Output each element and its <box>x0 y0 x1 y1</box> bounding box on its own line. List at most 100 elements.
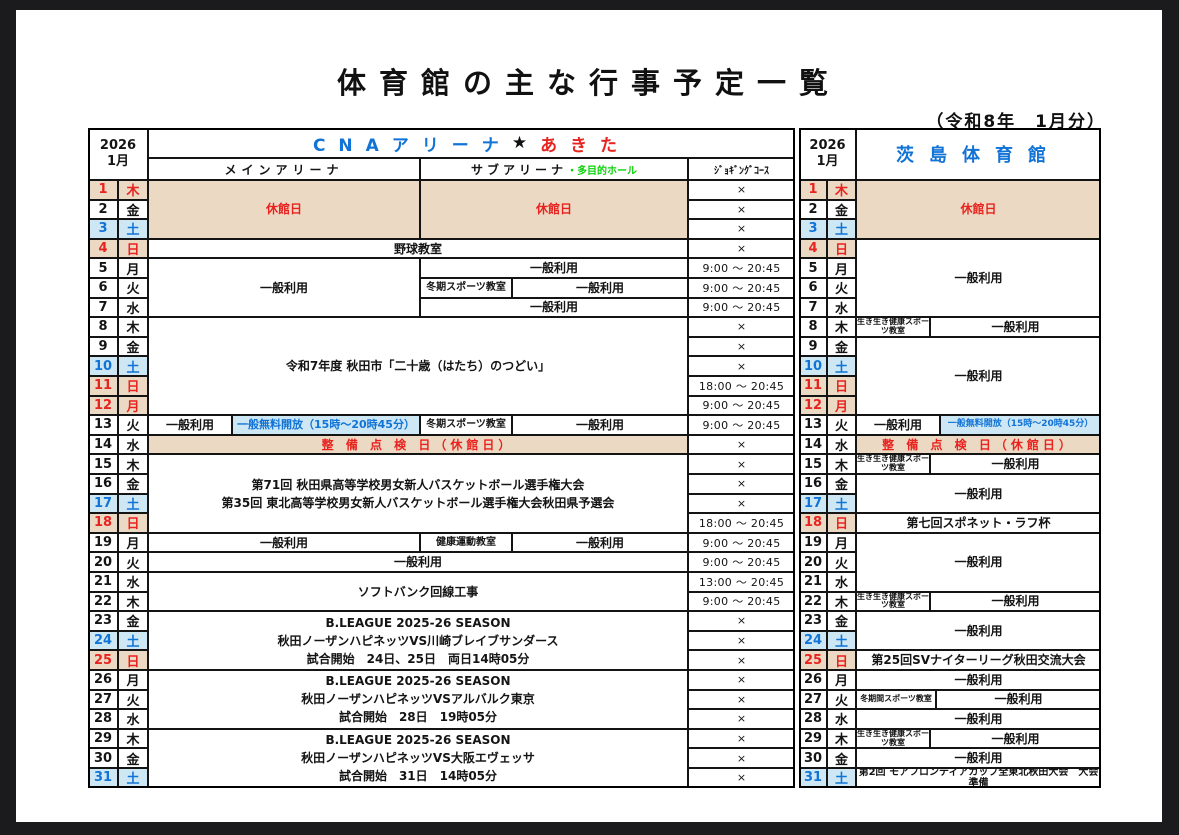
jogging-status: × <box>688 748 795 768</box>
jogging-status: × <box>688 768 795 788</box>
event-line: 休館日 <box>960 202 997 217</box>
event-segment: 一般無料開放（15時～20時45分） <box>940 415 1101 435</box>
date-number: 16 <box>799 474 827 494</box>
date-number: 2 <box>799 199 827 220</box>
date-number: 7 <box>799 297 827 318</box>
date-weekday: 日 <box>118 376 148 396</box>
page-title: 体育館の主な行事予定一覧 <box>336 66 841 100</box>
date-number: 21 <box>88 572 118 592</box>
date-weekday: 土 <box>118 630 148 651</box>
date-weekday: 日 <box>827 238 856 259</box>
left-month-label: 1月 <box>106 154 130 169</box>
date-number: 13 <box>88 415 118 435</box>
cna-arena-header: CNAアリーナ ★ あきた <box>148 128 795 158</box>
event-segment: 一般無料開放（15時～20時45分） <box>232 415 420 435</box>
event-cell: 野球教室 <box>148 238 688 259</box>
date-number: 31 <box>88 768 118 788</box>
date-weekday: 火 <box>827 278 856 298</box>
date-weekday: 日 <box>118 238 148 259</box>
event-line: B.LEAGUE 2025-26 SEASON <box>325 733 511 748</box>
jogging-status: 9:00 ～ 20:45 <box>688 532 795 553</box>
event-cell: 一般利用 <box>148 258 420 318</box>
event-line: 一般利用 <box>954 711 1003 726</box>
jogging-status: × <box>688 317 795 337</box>
date-number: 29 <box>88 728 118 749</box>
date-number: 15 <box>799 454 827 474</box>
event-line: 第25回SVナイターリーグ秋田交流大会 <box>871 653 1086 668</box>
date-number: 24 <box>88 630 118 651</box>
date-weekday: 日 <box>827 513 856 533</box>
event-cell: 令和7年度 秋田市「二十歳（はたち）のつどい」 <box>148 317 688 416</box>
event-segment: 一般利用 <box>856 415 940 435</box>
jogging-status: × <box>688 709 795 729</box>
event-segment: 生き生き健康スポーツ教室 <box>856 591 930 612</box>
jogging-status: × <box>688 356 795 376</box>
event-cell: 一般利用 <box>148 532 420 553</box>
event-cell: 一般利用 <box>420 297 688 318</box>
right-year-label: 2026 <box>809 138 846 154</box>
date-number: 3 <box>88 219 118 239</box>
event-segment: 生き生き健康スポーツ教室 <box>856 317 930 337</box>
date-number: 4 <box>88 238 118 259</box>
event-cell: B.LEAGUE 2025-26 SEASON 秋田ノーザンハピネッツVS川崎ブレ… <box>148 611 688 670</box>
jogging-status: × <box>688 454 795 474</box>
date-number: 28 <box>88 709 118 729</box>
date-number: 18 <box>799 513 827 533</box>
date-number: 17 <box>88 493 118 514</box>
date-weekday: 水 <box>118 709 148 729</box>
date-weekday: 金 <box>118 336 148 357</box>
event-segment: 冬期スポーツ教室 <box>420 415 512 435</box>
date-weekday: 土 <box>118 356 148 376</box>
date-weekday: 水 <box>118 434 148 455</box>
date-number: 20 <box>799 552 827 572</box>
date-weekday: 木 <box>827 728 856 749</box>
jogging-status: × <box>688 611 795 631</box>
date-weekday: 月 <box>827 395 856 416</box>
date-number: 3 <box>799 219 827 239</box>
date-number: 26 <box>799 670 827 690</box>
jogging-status: 9:00 ～ 20:45 <box>688 297 795 318</box>
event-line: ソフトバンク回線工事 <box>357 584 479 599</box>
event-cell: B.LEAGUE 2025-26 SEASON 秋田ノーザンハピネッツVSアルバル… <box>148 670 688 729</box>
date-number: 1 <box>88 180 118 200</box>
date-weekday: 木 <box>827 454 856 474</box>
date-number: 10 <box>88 356 118 376</box>
date-weekday: 土 <box>827 493 856 514</box>
date-number: 25 <box>799 650 827 670</box>
event-line: 一般利用 <box>954 486 1003 501</box>
date-weekday: 火 <box>118 552 148 572</box>
date-number: 17 <box>799 493 827 514</box>
date-number: 8 <box>88 317 118 337</box>
date-number: 31 <box>799 768 827 788</box>
date-number: 28 <box>799 709 827 729</box>
event-line: 試合開始 24日、25日 両日14時05分 <box>306 651 530 666</box>
date-number: 23 <box>88 611 118 631</box>
date-weekday: 水 <box>827 709 856 729</box>
document-page: 体育館の主な行事予定一覧 （令和8年 1月分） 2026 1月 CNAアリーナ … <box>16 10 1162 822</box>
date-number: 13 <box>799 415 827 435</box>
arena-name-blue: CNAアリーナ <box>312 135 512 156</box>
date-number: 25 <box>88 650 118 670</box>
date-weekday: 木 <box>118 591 148 612</box>
date-number: 8 <box>799 317 827 337</box>
date-weekday: 水 <box>827 297 856 318</box>
event-cell: 一般利用 <box>856 670 1101 690</box>
date-number: 30 <box>88 748 118 768</box>
event-segment: 一般利用 <box>930 317 1101 337</box>
event-line: 一般利用 <box>954 368 1003 383</box>
event-line: 第35回 東北高等学校男女新人バスケットボール選手権大会秋田県予選会 <box>221 495 615 510</box>
date-weekday: 土 <box>118 768 148 788</box>
event-segment: 一般利用 <box>512 415 688 435</box>
event-line: 一般利用 <box>954 672 1003 687</box>
date-number: 10 <box>799 356 827 376</box>
date-number: 14 <box>799 434 827 455</box>
event-line: 一般利用 <box>393 555 442 570</box>
date-number: 9 <box>799 336 827 357</box>
event-cell: 第七回スポネット・ラフ杯 <box>856 513 1101 533</box>
event-line: 第2回 モアフロンティアカップ全東北秋田大会 大会準備 <box>858 768 1099 788</box>
left-month-header: 2026 1月 <box>88 128 148 180</box>
event-segment: 生き生き健康スポーツ教室 <box>856 454 930 474</box>
date-weekday: 木 <box>118 728 148 749</box>
event-line: 整 備 点 検 日（休館日） <box>882 437 1075 452</box>
date-number: 6 <box>799 278 827 298</box>
